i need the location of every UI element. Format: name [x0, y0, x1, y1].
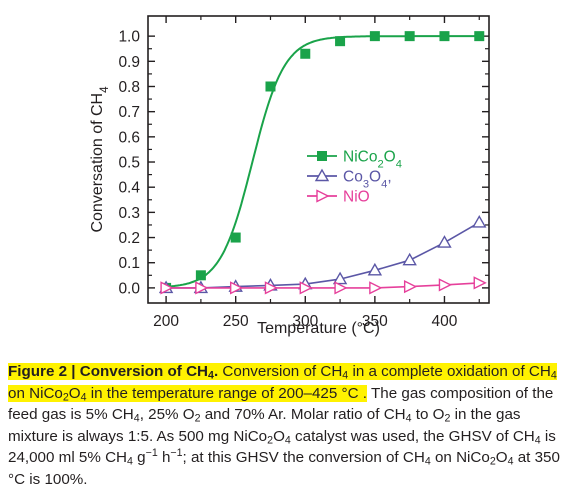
figure-label: Figure 2 | Conversion of CH4. [8, 363, 219, 382]
data-point [437, 235, 452, 248]
data-point [404, 31, 415, 42]
legend-label: NiO [343, 189, 370, 206]
data-point [332, 271, 348, 285]
tick-labels: 0.0 0.1 0.2 0.3 0.4 0.5 0.6 0.7 0.8 0.9 1.0 200 250 3… [118, 29, 457, 330]
data-point [402, 252, 417, 266]
y-tick-label: 0.9 [118, 54, 140, 71]
data-point [369, 281, 383, 295]
data-point [195, 270, 206, 281]
caption-body: The gas composition of the feed gas is 5… [8, 384, 560, 488]
data-point [264, 281, 279, 295]
y-tick-label: 0.4 [118, 180, 140, 197]
legend-label: NiCo2O4 [343, 149, 402, 171]
data-point [367, 262, 383, 276]
data-point [265, 81, 276, 92]
y-tick-label: 0.0 [118, 280, 140, 297]
data-point [335, 36, 346, 47]
x-axis-label: Temperature (°C) [257, 320, 380, 337]
series-1 [158, 215, 487, 294]
y-tick-label: 0.2 [118, 230, 140, 247]
series-0 [161, 31, 485, 293]
caption-highlight: Conversion of CH4 in a complete oxidatio… [8, 363, 557, 404]
series-layer [158, 31, 487, 295]
y-tick-label: 0.3 [118, 205, 140, 222]
x-tick-label: 350 [362, 313, 388, 330]
y-tick-label: 1.0 [118, 29, 140, 46]
x-tick-label: 250 [223, 313, 249, 330]
y-tick-label: 0.7 [118, 104, 140, 121]
plot-border [147, 15, 490, 304]
x-tick-label: 300 [292, 313, 318, 330]
data-point [229, 281, 244, 295]
conversion-chart: 0.0 0.1 0.2 0.3 0.4 0.5 0.6 0.7 0.8 0.9 1.0 200 250 3… [89, 15, 490, 337]
data-point [474, 31, 485, 42]
data-point [473, 276, 487, 290]
y-tick-label: 0.8 [118, 79, 140, 96]
data-point [334, 281, 348, 295]
y-tick-label: 0.6 [118, 129, 140, 146]
legend-marker [316, 189, 330, 203]
series-line [165, 35, 480, 288]
data-point [472, 215, 487, 228]
data-point [300, 48, 311, 59]
series-line [166, 282, 480, 289]
data-point [195, 281, 209, 295]
data-point [369, 31, 380, 42]
x-tick-label: 200 [153, 313, 179, 330]
y-tick-label: 0.1 [118, 255, 140, 272]
y-tick-label: 0.5 [118, 155, 140, 172]
legend-marker [317, 151, 327, 161]
legend-marker [314, 168, 330, 182]
axis-ticks [148, 16, 489, 303]
data-point [160, 281, 174, 295]
series-2 [160, 276, 487, 295]
plot-frame [147, 15, 490, 304]
data-point [299, 281, 313, 295]
data-point [439, 31, 450, 42]
data-point [438, 278, 453, 292]
figure-caption: Figure 2 | Conversion of CH4. Conversion… [8, 361, 568, 490]
data-point [230, 232, 241, 243]
y-axis-label: Conversation of CH4 [89, 86, 111, 233]
x-tick-label: 400 [432, 313, 458, 330]
series-line [166, 221, 480, 289]
data-point [403, 280, 418, 294]
legend-label: Co3O4, [343, 169, 392, 191]
